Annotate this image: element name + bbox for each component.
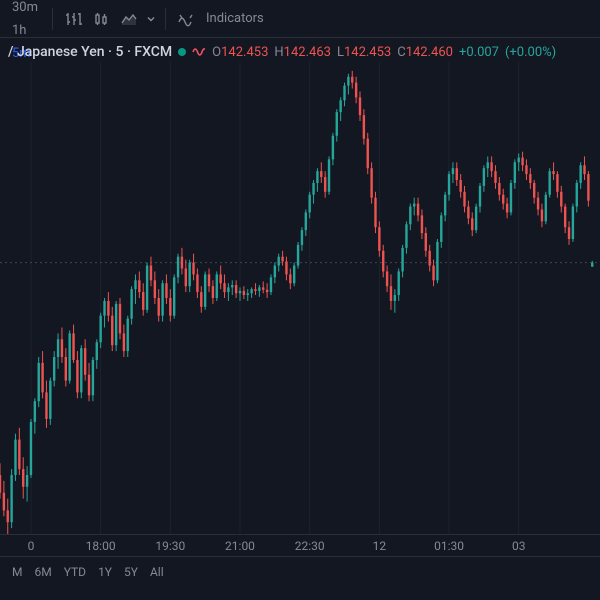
range-all[interactable]: All: [144, 562, 170, 582]
ohlc-o-value: 142.453: [221, 45, 268, 60]
range-6m[interactable]: 6M: [28, 562, 57, 582]
svg-text:22:30: 22:30: [295, 539, 325, 553]
indicators-icon[interactable]: [172, 5, 200, 33]
svg-text:03: 03: [512, 539, 526, 553]
dot-sep: ·: [108, 44, 115, 60]
area-type-icon[interactable]: [115, 5, 143, 33]
symbol-pair: / Japanese Yen: [8, 44, 105, 60]
symbol-title: / Japanese Yen · 5 · FXCM: [8, 44, 172, 60]
svg-text:01:30: 01:30: [434, 539, 464, 553]
ohlc-change-pct: (+0.00%): [505, 45, 556, 60]
ohlc-h-value: 142.463: [284, 45, 331, 60]
range-1y[interactable]: 1Y: [92, 562, 118, 582]
candle-type-icon[interactable]: [87, 5, 115, 33]
timeframe-30m[interactable]: 30m: [4, 0, 46, 19]
ohlc-l-value: 142.453: [344, 45, 391, 60]
ohlc-c-value: 142.460: [406, 45, 453, 60]
ohlc-change: +0.007: [459, 45, 499, 60]
chevron-down-icon[interactable]: [143, 5, 159, 33]
instrument-info-bar: / Japanese Yen · 5 · FXCM O142.453 H142.…: [0, 38, 600, 62]
symbol-interval: 5: [116, 44, 124, 60]
bar-type-icon[interactable]: [59, 5, 87, 33]
svg-text:21:00: 21:00: [225, 539, 255, 553]
date-range-bar: M6MYTD1Y5YAll: [0, 556, 600, 586]
svg-text:12: 12: [373, 539, 387, 553]
indicators-label[interactable]: Indicators: [206, 11, 264, 26]
ohlc-c-label: C: [397, 45, 405, 60]
svg-text:0: 0: [28, 539, 35, 553]
candlestick-chart[interactable]: 0 18:00 19:30 21:00 22:30 12 01:30 03: [0, 62, 600, 556]
top-toolbar: m30m1h5m Indicators: [0, 0, 600, 38]
ohlc-block: O142.453 H142.463 L142.453 C142.460 +0.0…: [212, 45, 556, 60]
range-5y[interactable]: 5Y: [118, 562, 144, 582]
timeframe-1h[interactable]: 1h: [4, 19, 46, 42]
range-m[interactable]: M: [6, 562, 28, 582]
market-status-dot: [178, 48, 186, 56]
svg-text:18:00: 18:00: [86, 539, 116, 553]
toolbar-separator: [52, 8, 53, 30]
toolbar-separator: [165, 8, 166, 30]
wave-icon: [192, 46, 206, 58]
symbol-provider: FXCM: [134, 44, 172, 60]
ohlc-l-label: L: [337, 45, 344, 60]
svg-text:19:30: 19:30: [155, 539, 185, 553]
range-ytd[interactable]: YTD: [58, 562, 92, 582]
ohlc-o-label: O: [212, 45, 221, 60]
ohlc-h-label: H: [274, 45, 283, 60]
